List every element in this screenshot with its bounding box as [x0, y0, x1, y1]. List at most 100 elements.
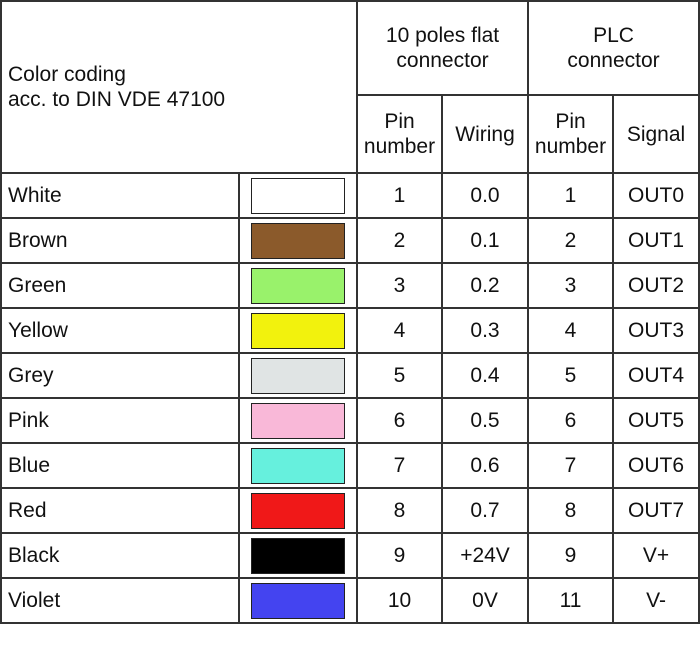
color-name: Red [0, 487, 240, 534]
data-row: Blue 7 0.6 7 OUT6 [0, 442, 700, 489]
header-line: connector [396, 49, 489, 72]
header-line: 10 poles flat [385, 24, 500, 47]
cell: 1 [356, 172, 444, 219]
cell: 7 [527, 442, 615, 489]
plc-connector-header: PLC connector [527, 0, 700, 96]
swatch-cell [237, 262, 359, 309]
cell: 8 [356, 487, 444, 534]
column-header: Pin number [356, 94, 444, 174]
cell: V+ [612, 532, 700, 579]
header-line: PLC [593, 24, 634, 47]
swatch-cell [237, 217, 359, 264]
swatch-cell [237, 307, 359, 354]
header-line: acc. to DIN VDE 47100 [8, 88, 226, 111]
cell: 4 [527, 307, 615, 354]
color-swatch [251, 357, 345, 394]
color-swatch [251, 312, 345, 349]
cell: 0.0 [441, 172, 530, 219]
data-row: Yellow 4 0.3 4 OUT3 [0, 307, 700, 354]
header-row: Color coding acc. to DIN VDE 47100 10 po… [0, 0, 700, 174]
data-row: Green 3 0.2 3 OUT2 [0, 262, 700, 309]
color-name: Blue [0, 442, 240, 489]
color-name: Violet [0, 577, 240, 624]
swatch-cell [237, 442, 359, 489]
color-name: White [0, 172, 240, 219]
table-body: Color coding acc. to DIN VDE 47100 10 po… [0, 0, 700, 624]
cell: 2 [527, 217, 615, 264]
color-swatch [251, 222, 345, 259]
cell: OUT2 [612, 262, 700, 309]
data-row: Grey 5 0.4 5 OUT4 [0, 352, 700, 399]
data-row: Violet 10 0V 11 V- [0, 577, 700, 624]
cell: OUT3 [612, 307, 700, 354]
swatch-cell [237, 577, 359, 624]
cell: 0.2 [441, 262, 530, 309]
cell: 5 [527, 352, 615, 399]
cell: 0.7 [441, 487, 530, 534]
data-row: White 1 0.0 1 OUT0 [0, 172, 700, 219]
cell: 8 [527, 487, 615, 534]
header-line: Pin [555, 110, 586, 133]
cell: 0.1 [441, 217, 530, 264]
header-line: Color coding [8, 63, 126, 86]
cell: 9 [527, 532, 615, 579]
swatch-cell [237, 487, 359, 534]
cell: OUT0 [612, 172, 700, 219]
cell: 3 [356, 262, 444, 309]
swatch-cell [237, 532, 359, 579]
color-swatch [251, 492, 345, 529]
cell: OUT6 [612, 442, 700, 489]
color-swatch [251, 402, 345, 439]
swatch-cell [237, 172, 359, 219]
color-name: Pink [0, 397, 240, 444]
color-swatch [251, 447, 345, 484]
cell: 3 [527, 262, 615, 309]
cell: 10 [356, 577, 444, 624]
cell: +24V [441, 532, 530, 579]
cell: 9 [356, 532, 444, 579]
color-swatch [251, 267, 345, 304]
cell: OUT1 [612, 217, 700, 264]
cell: 6 [356, 397, 444, 444]
cell: 1 [527, 172, 615, 219]
cell: 5 [356, 352, 444, 399]
header-line: connector [567, 49, 660, 72]
cell: 0.5 [441, 397, 530, 444]
header-line: Wiring [455, 122, 515, 146]
header-line: number [534, 135, 607, 158]
color-swatch [251, 177, 345, 214]
color-name: Grey [0, 352, 240, 399]
cell: 6 [527, 397, 615, 444]
cell: V- [612, 577, 700, 624]
cell: 2 [356, 217, 444, 264]
column-header: Pin number [527, 94, 615, 174]
color-name: Green [0, 262, 240, 309]
swatch-cell [237, 397, 359, 444]
data-row: Brown 2 0.1 2 OUT1 [0, 217, 700, 264]
cell: 11 [527, 577, 615, 624]
data-row: Pink 6 0.5 6 OUT5 [0, 397, 700, 444]
color-name: Brown [0, 217, 240, 264]
cell: OUT5 [612, 397, 700, 444]
cell: 0.4 [441, 352, 530, 399]
pin-table: Color coding acc. to DIN VDE 47100 10 po… [0, 0, 700, 624]
color-name: Black [0, 532, 240, 579]
header-line: number [363, 135, 436, 158]
cell: OUT4 [612, 352, 700, 399]
cell: 4 [356, 307, 444, 354]
cell: 0V [441, 577, 530, 624]
cell: OUT7 [612, 487, 700, 534]
color-name: Yellow [0, 307, 240, 354]
cell: 0.3 [441, 307, 530, 354]
swatch-cell [237, 352, 359, 399]
column-header-row: Pin number Wiring Pin number Signal [1, 94, 700, 174]
column-header: Wiring [441, 94, 530, 174]
column-header: Signal [612, 94, 700, 174]
color-coding-header: Color coding acc. to DIN VDE 47100 [0, 0, 359, 174]
cell: 7 [356, 442, 444, 489]
color-swatch [251, 537, 345, 574]
header-line: Signal [626, 122, 686, 146]
color-swatch [251, 582, 345, 619]
header-line: Pin [384, 110, 415, 133]
